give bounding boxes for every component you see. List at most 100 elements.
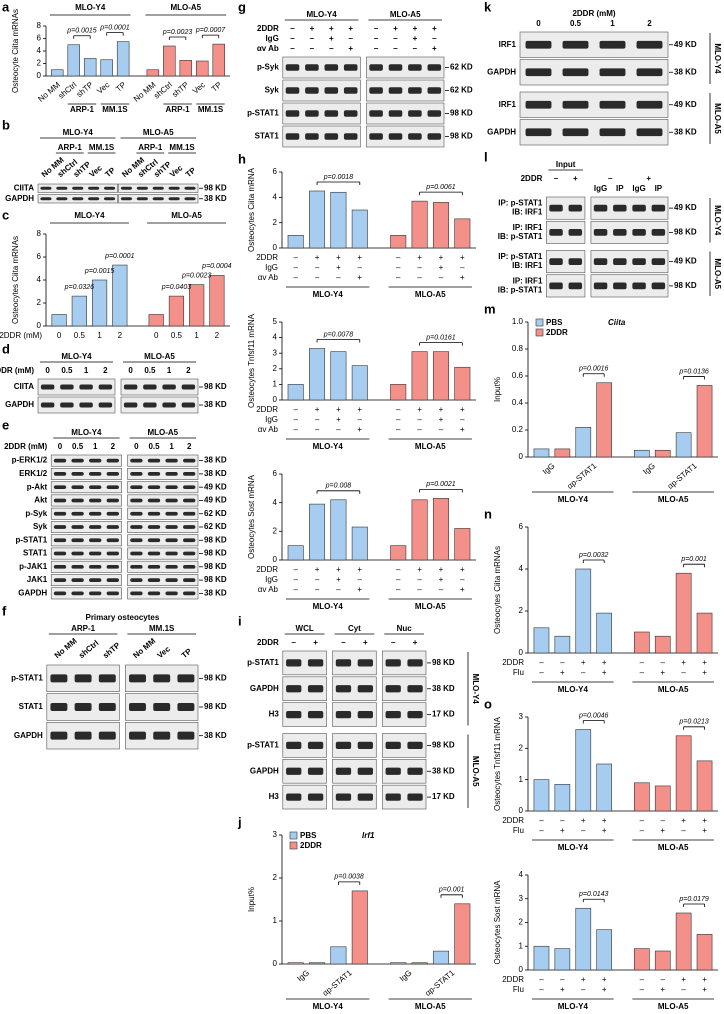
row-cell: – — [539, 668, 544, 677]
bar — [696, 612, 713, 654]
bar — [411, 200, 428, 249]
y-tick-label: 0 — [519, 965, 524, 974]
row-cell: – — [293, 263, 298, 272]
lane-cell: – — [608, 174, 613, 183]
bar — [596, 382, 613, 458]
row-cell: – — [396, 585, 401, 594]
y-tick-label: 0.4 — [512, 398, 524, 407]
row-name: p-Syk — [25, 509, 47, 518]
y-tick-label: 0 — [37, 71, 42, 80]
row-cell: + — [660, 985, 665, 994]
lane-cell: 1 — [169, 442, 174, 451]
group-label: MLO-Y4 — [558, 1002, 589, 1011]
row-cell: 0.5 — [171, 331, 183, 340]
y-tick-label: 4 — [273, 192, 278, 201]
kd-label: 98 KD — [432, 658, 455, 667]
blot-frame — [332, 702, 377, 727]
row-name: STAT1 — [19, 702, 44, 711]
lane-cell: 0.5 — [148, 442, 160, 451]
band — [165, 485, 178, 490]
band — [89, 538, 102, 543]
bar — [287, 384, 304, 401]
lane-cell: + — [432, 24, 437, 33]
band — [636, 100, 663, 109]
p-value: p=0.0143 — [578, 891, 608, 898]
row-cell: + — [357, 425, 362, 434]
band — [53, 485, 67, 490]
band — [147, 511, 161, 516]
bar — [454, 218, 471, 249]
row-cell: + — [439, 405, 444, 414]
bar — [390, 384, 407, 401]
band — [60, 384, 74, 390]
blot-frame — [590, 220, 669, 244]
blot-frame — [50, 587, 122, 600]
band — [632, 282, 646, 290]
p-value: p=0.008 — [325, 483, 352, 490]
band — [184, 197, 196, 201]
band — [165, 525, 178, 529]
bar — [454, 366, 471, 401]
row-cell: – — [661, 658, 666, 667]
panel-letter: o — [484, 696, 492, 711]
blot-frame — [546, 196, 586, 220]
bar — [390, 962, 407, 965]
bar — [71, 295, 87, 327]
row-name: IP: p-STAT1 — [498, 199, 543, 208]
group-label: MLO-A5 — [415, 442, 446, 451]
y-tick-label: 0 — [519, 806, 524, 815]
y-tick-label: 6 — [519, 522, 524, 531]
lane-label: TP — [103, 165, 117, 179]
row-cell: – — [293, 565, 298, 574]
row-name: STAT1 — [255, 132, 280, 141]
band — [106, 511, 119, 516]
category-label: TP — [114, 80, 128, 93]
row-cell: – — [315, 585, 320, 594]
bar — [287, 235, 304, 249]
row-cell: – — [293, 585, 298, 594]
bar — [330, 191, 347, 249]
band — [56, 197, 68, 201]
row-name: p-STAT1 — [247, 109, 279, 118]
legend-swatch — [289, 841, 298, 850]
band — [165, 551, 178, 556]
row-name: GAPDH — [250, 684, 279, 693]
band — [130, 458, 143, 463]
bar — [554, 448, 571, 458]
blot-frame — [127, 547, 199, 560]
band — [106, 485, 119, 490]
band — [53, 551, 67, 556]
row-label: 2DDR — [256, 565, 278, 574]
band — [183, 511, 196, 516]
row-label: IgG — [265, 575, 278, 584]
legend-label: PBS — [300, 831, 317, 840]
band — [636, 40, 663, 49]
lane-cell: – — [310, 44, 315, 53]
band — [129, 674, 146, 683]
band — [385, 767, 401, 775]
lane-cell: – — [341, 638, 346, 647]
y-tick-label: 0 — [273, 395, 278, 404]
band — [286, 659, 302, 667]
band — [427, 87, 442, 94]
band — [305, 64, 319, 71]
blot-frame — [546, 250, 586, 274]
lane-cell: 0 — [45, 366, 50, 375]
row-name: Syk — [265, 86, 280, 95]
band — [89, 485, 102, 490]
band — [123, 384, 138, 390]
band — [407, 685, 423, 693]
bar — [116, 41, 130, 77]
band — [285, 64, 300, 71]
band — [162, 402, 176, 408]
bar — [351, 526, 368, 561]
band — [335, 685, 352, 693]
row-cell: + — [702, 816, 707, 825]
row-name: GAPDH — [5, 400, 34, 409]
bar — [163, 45, 176, 77]
band — [632, 258, 646, 266]
blot-frame — [127, 507, 199, 520]
lane-cell: – — [374, 44, 379, 53]
lane-cell: + — [413, 638, 418, 647]
band — [60, 402, 74, 408]
